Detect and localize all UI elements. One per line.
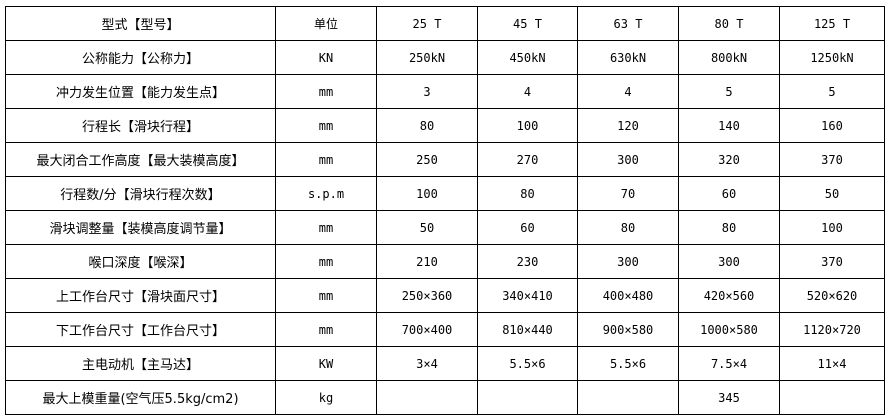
value-cell: 11×4: [779, 346, 885, 381]
value-cell: 25 T: [376, 6, 478, 41]
unit-cell: kg: [275, 380, 377, 415]
row-label: 冲力发生位置【能力发生点】: [5, 74, 276, 109]
value-cell: 7.5×4: [678, 346, 780, 381]
value-cell: 270: [477, 142, 578, 177]
value-cell: 5: [678, 74, 780, 109]
value-cell: 63 T: [577, 6, 679, 41]
value-cell: 80: [477, 176, 578, 211]
value-cell: 5.5×6: [577, 346, 679, 381]
unit-cell: mm: [275, 108, 377, 143]
value-cell: 630kN: [577, 40, 679, 75]
value-cell: 125 T: [779, 6, 885, 41]
value-cell: 400×480: [577, 278, 679, 313]
row-label: 行程数/分【滑块行程次数】: [5, 176, 276, 211]
value-cell: 100: [779, 210, 885, 245]
press-spec-table: 型式【型号】 单位 25 T 45 T 63 T 80 T 125 T 公称能力【公称力】 KN…: [5, 6, 885, 415]
value-cell: 80: [577, 210, 679, 245]
unit-cell: s.p.m: [275, 176, 377, 211]
value-cell: 50: [376, 210, 478, 245]
value-cell: 100: [376, 176, 478, 211]
row-label: 型式【型号】: [5, 6, 276, 41]
table-row: 下工作台尺寸【工作台尺寸】 mm 700×400 810×440 900×580 1000…: [5, 312, 885, 347]
unit-cell: mm: [275, 278, 377, 313]
table-row: 喉口深度【喉深】 mm 210 230 300 300 370: [5, 244, 885, 279]
table-row: 冲力发生位置【能力发生点】 mm 3 4 4 5 5: [5, 74, 885, 109]
value-cell: 210: [376, 244, 478, 279]
value-cell: 230: [477, 244, 578, 279]
value-cell: 60: [678, 176, 780, 211]
value-cell: 3×4: [376, 346, 478, 381]
value-cell: 100: [477, 108, 578, 143]
value-cell: 80: [376, 108, 478, 143]
value-cell: [477, 380, 578, 415]
value-cell: 520×620: [779, 278, 885, 313]
table-row: 最大闭合工作高度【最大装模高度】 mm 250 270 300 320 370: [5, 142, 885, 177]
table-row: 公称能力【公称力】 KN 250kN 450kN 630kN 800kN 1250kN: [5, 40, 885, 75]
unit-cell: mm: [275, 312, 377, 347]
value-cell: 1000×580: [678, 312, 780, 347]
table-row: 最大上模重量(空气压5.5kg/cm2) kg 345: [5, 380, 885, 415]
value-cell: 250: [376, 142, 478, 177]
value-cell: 3: [376, 74, 478, 109]
value-cell: 300: [577, 244, 679, 279]
value-cell: 450kN: [477, 40, 578, 75]
row-label: 最大上模重量(空气压5.5kg/cm2): [5, 380, 276, 415]
value-cell: 250×360: [376, 278, 478, 313]
value-cell: 45 T: [477, 6, 578, 41]
row-label: 上工作台尺寸【滑块面尺寸】: [5, 278, 276, 313]
unit-cell: mm: [275, 210, 377, 245]
value-cell: 140: [678, 108, 780, 143]
unit-cell: 单位: [275, 6, 377, 41]
table-row: 行程长【滑块行程】 mm 80 100 120 140 160: [5, 108, 885, 143]
value-cell: 340×410: [477, 278, 578, 313]
row-label: 主电动机【主马达】: [5, 346, 276, 381]
table-row: 主电动机【主马达】 KW 3×4 5.5×6 5.5×6 7.5×4 11×4: [5, 346, 885, 381]
value-cell: 70: [577, 176, 679, 211]
value-cell: 60: [477, 210, 578, 245]
row-label: 最大闭合工作高度【最大装模高度】: [5, 142, 276, 177]
value-cell: 370: [779, 142, 885, 177]
value-cell: 250kN: [376, 40, 478, 75]
unit-cell: KN: [275, 40, 377, 75]
unit-cell: mm: [275, 244, 377, 279]
unit-cell: mm: [275, 74, 377, 109]
row-label: 滑块调整量【装模高度调节量】: [5, 210, 276, 245]
value-cell: 900×580: [577, 312, 679, 347]
table-row: 行程数/分【滑块行程次数】 s.p.m 100 80 70 60 50: [5, 176, 885, 211]
value-cell: [779, 380, 885, 415]
value-cell: 300: [678, 244, 780, 279]
header-row: 型式【型号】 单位 25 T 45 T 63 T 80 T 125 T: [5, 6, 885, 41]
value-cell: 810×440: [477, 312, 578, 347]
value-cell: 1120×720: [779, 312, 885, 347]
value-cell: 4: [477, 74, 578, 109]
value-cell: 160: [779, 108, 885, 143]
unit-cell: KW: [275, 346, 377, 381]
value-cell: [577, 380, 679, 415]
value-cell: 370: [779, 244, 885, 279]
value-cell: 4: [577, 74, 679, 109]
value-cell: 420×560: [678, 278, 780, 313]
row-label: 下工作台尺寸【工作台尺寸】: [5, 312, 276, 347]
table-row: 上工作台尺寸【滑块面尺寸】 mm 250×360 340×410 400×480 420×…: [5, 278, 885, 313]
value-cell: 800kN: [678, 40, 780, 75]
value-cell: 700×400: [376, 312, 478, 347]
row-label: 喉口深度【喉深】: [5, 244, 276, 279]
value-cell: 5.5×6: [477, 346, 578, 381]
value-cell: [376, 380, 478, 415]
value-cell: 120: [577, 108, 679, 143]
value-cell: 1250kN: [779, 40, 885, 75]
value-cell: 345: [678, 380, 780, 415]
table-row: 滑块调整量【装模高度调节量】 mm 50 60 80 80 100: [5, 210, 885, 245]
value-cell: 5: [779, 74, 885, 109]
value-cell: 50: [779, 176, 885, 211]
value-cell: 80 T: [678, 6, 780, 41]
value-cell: 320: [678, 142, 780, 177]
row-label: 公称能力【公称力】: [5, 40, 276, 75]
value-cell: 300: [577, 142, 679, 177]
unit-cell: mm: [275, 142, 377, 177]
value-cell: 80: [678, 210, 780, 245]
row-label: 行程长【滑块行程】: [5, 108, 276, 143]
